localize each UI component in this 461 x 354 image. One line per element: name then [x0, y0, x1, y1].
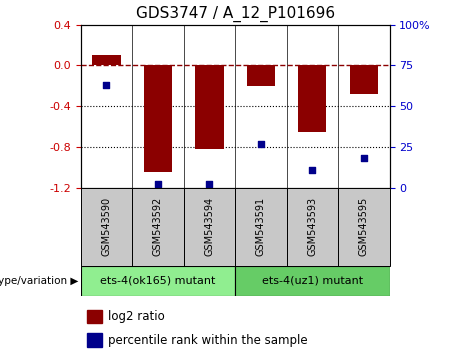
FancyBboxPatch shape	[338, 188, 390, 266]
Text: percentile rank within the sample: percentile rank within the sample	[108, 334, 308, 347]
Text: GSM543592: GSM543592	[153, 197, 163, 256]
Bar	[144, 65, 172, 172]
Point	[154, 182, 161, 187]
Text: GSM543591: GSM543591	[256, 197, 266, 256]
Bar	[87, 310, 102, 324]
Text: log2 ratio: log2 ratio	[108, 310, 165, 323]
FancyBboxPatch shape	[81, 188, 132, 266]
Point	[206, 182, 213, 187]
Point	[360, 155, 367, 161]
Title: GDS3747 / A_12_P101696: GDS3747 / A_12_P101696	[136, 6, 335, 22]
Text: genotype/variation ▶: genotype/variation ▶	[0, 275, 78, 286]
FancyBboxPatch shape	[287, 188, 338, 266]
Text: ets-4(ok165) mutant: ets-4(ok165) mutant	[100, 275, 216, 286]
FancyBboxPatch shape	[183, 188, 235, 266]
Bar	[298, 65, 326, 132]
FancyBboxPatch shape	[235, 188, 287, 266]
Text: GSM543590: GSM543590	[101, 197, 112, 256]
Text: GSM543595: GSM543595	[359, 197, 369, 256]
FancyBboxPatch shape	[81, 266, 235, 296]
Bar	[92, 55, 121, 65]
Bar	[87, 333, 102, 347]
Bar	[195, 65, 224, 149]
Point	[103, 82, 110, 88]
Text: GSM543593: GSM543593	[307, 197, 317, 256]
Bar	[349, 65, 378, 94]
FancyBboxPatch shape	[132, 188, 183, 266]
Point	[308, 167, 316, 172]
Bar	[247, 65, 275, 86]
FancyBboxPatch shape	[235, 266, 390, 296]
Point	[257, 141, 265, 147]
Text: GSM543594: GSM543594	[204, 197, 214, 256]
Text: ets-4(uz1) mutant: ets-4(uz1) mutant	[262, 275, 363, 286]
